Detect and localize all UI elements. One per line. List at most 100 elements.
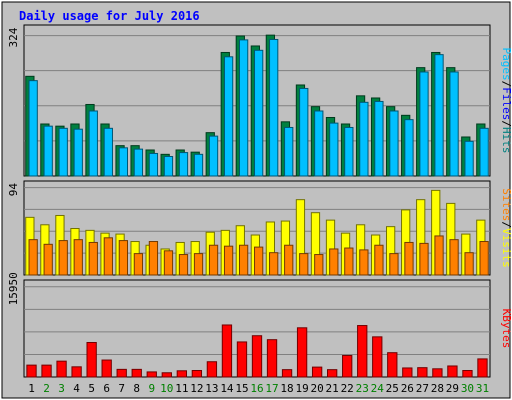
bar-files-7 <box>118 147 129 177</box>
bar-files-11 <box>178 152 189 177</box>
bar-kbytes-6 <box>101 359 112 378</box>
x-tick-5: 5 <box>88 382 95 395</box>
legend-visits: Visits <box>500 228 512 268</box>
bar-kbytes-16 <box>251 335 263 378</box>
x-tick-20: 20 <box>311 382 324 395</box>
series-files <box>28 38 489 177</box>
x-tick-24: 24 <box>371 382 385 395</box>
legend-hits-files-pages: Pages/Files/Hits <box>500 48 512 154</box>
bar-sites-10 <box>163 250 174 276</box>
bar-kbytes-5 <box>86 342 97 378</box>
bar-files-12 <box>193 153 204 177</box>
panel-hits-files-pages: 324 Pages/Files/Hits <box>7 24 512 177</box>
bar-sites-8 <box>133 253 144 276</box>
panel-kbytes: 15950 KBytes <box>7 272 512 378</box>
bar-kbytes-26 <box>402 367 413 378</box>
bar-files-19 <box>299 87 309 177</box>
bar-sites-31 <box>479 241 489 276</box>
bar-kbytes-11 <box>176 370 187 378</box>
bar-sites-3 <box>58 240 68 276</box>
x-tick-23: 23 <box>356 382 369 395</box>
x-tick-22: 22 <box>341 382 354 395</box>
series-sites <box>28 235 489 276</box>
bar-sites-11 <box>178 254 189 276</box>
bar-sites-15 <box>238 244 249 276</box>
bar-kbytes-1 <box>26 364 37 378</box>
x-tick-26: 26 <box>401 382 414 395</box>
legend-pages: Pages <box>500 48 512 81</box>
bar-kbytes-21 <box>327 369 338 378</box>
bar-kbytes-17 <box>266 339 278 378</box>
bar-sites-14 <box>223 245 234 276</box>
bar-sites-12 <box>193 253 204 276</box>
x-tick-27: 27 <box>416 382 429 395</box>
x-tick-18: 18 <box>280 382 293 395</box>
bar-files-17 <box>269 38 279 177</box>
bar-files-2 <box>43 125 53 177</box>
bar-kbytes-27 <box>417 367 428 378</box>
bar-files-3 <box>58 127 68 177</box>
legend-text: Pages/Files/Hits <box>500 48 512 154</box>
bar-sites-5 <box>88 241 98 276</box>
bar-files-16 <box>254 49 264 177</box>
bar-sites-25 <box>389 253 399 276</box>
x-tick-1: 1 <box>28 382 35 395</box>
bar-sites-18 <box>284 244 294 276</box>
series-kbytes <box>26 324 488 378</box>
bar-files-18 <box>284 126 294 177</box>
bar-files-29 <box>449 71 459 177</box>
bar-files-30 <box>464 140 474 177</box>
bar-sites-21 <box>329 248 339 276</box>
legend-separator: / <box>500 120 512 127</box>
x-tick-10: 10 <box>160 382 173 395</box>
bar-sites-22 <box>344 247 354 276</box>
x-tick-19: 19 <box>295 382 308 395</box>
bar-kbytes-28 <box>432 368 443 378</box>
y-max-label: 15950 <box>7 272 20 305</box>
bar-kbytes-10 <box>161 372 172 378</box>
x-tick-31: 31 <box>476 382 489 395</box>
x-tick-14: 14 <box>220 382 234 395</box>
bar-sites-28 <box>434 235 444 276</box>
x-tick-7: 7 <box>118 382 125 395</box>
bar-sites-6 <box>103 237 113 276</box>
y-max-label: 324 <box>7 27 20 47</box>
bar-kbytes-9 <box>146 371 157 378</box>
bar-files-21 <box>329 122 339 177</box>
x-tick-29: 29 <box>446 382 459 395</box>
x-tick-6: 6 <box>103 382 110 395</box>
bar-files-28 <box>434 54 444 177</box>
bar-sites-9 <box>148 241 159 276</box>
bar-kbytes-3 <box>56 360 67 378</box>
bar-sites-30 <box>464 252 474 276</box>
bar-kbytes-29 <box>447 365 458 378</box>
bar-kbytes-25 <box>387 352 398 378</box>
legend-separator: / <box>500 81 512 88</box>
bar-sites-26 <box>404 241 414 276</box>
bar-files-25 <box>389 110 399 177</box>
bar-kbytes-23 <box>357 325 368 378</box>
bar-files-10 <box>163 156 174 177</box>
bar-files-4 <box>73 128 83 177</box>
legend-text: Sites/Visits <box>500 188 512 268</box>
bar-sites-17 <box>269 252 279 276</box>
x-tick-8: 8 <box>133 382 140 395</box>
bar-files-23 <box>359 101 369 177</box>
bar-kbytes-13 <box>206 361 218 378</box>
bar-files-9 <box>148 152 159 177</box>
bar-kbytes-19 <box>296 327 308 378</box>
x-tick-13: 13 <box>205 382 218 395</box>
panel-visits-sites: 94 Sites/Visits <box>7 180 512 276</box>
x-axis-ticks: 1 2 3 4 5 6 7 8 9 10 11 12 13 14 15 16 17 18 19 20 21 22 23 24 2… <box>28 382 489 395</box>
bar-kbytes-2 <box>41 364 52 378</box>
x-tick-3: 3 <box>58 382 65 395</box>
legend-kbytes: KBytes <box>500 309 512 349</box>
x-tick-16: 16 <box>250 382 263 395</box>
bar-kbytes-24 <box>372 336 383 378</box>
x-tick-21: 21 <box>326 382 339 395</box>
bar-kbytes-14 <box>221 324 233 378</box>
bar-sites-4 <box>73 239 83 276</box>
bar-sites-20 <box>314 254 324 276</box>
bar-files-24 <box>374 100 384 177</box>
bar-kbytes-8 <box>131 368 142 378</box>
